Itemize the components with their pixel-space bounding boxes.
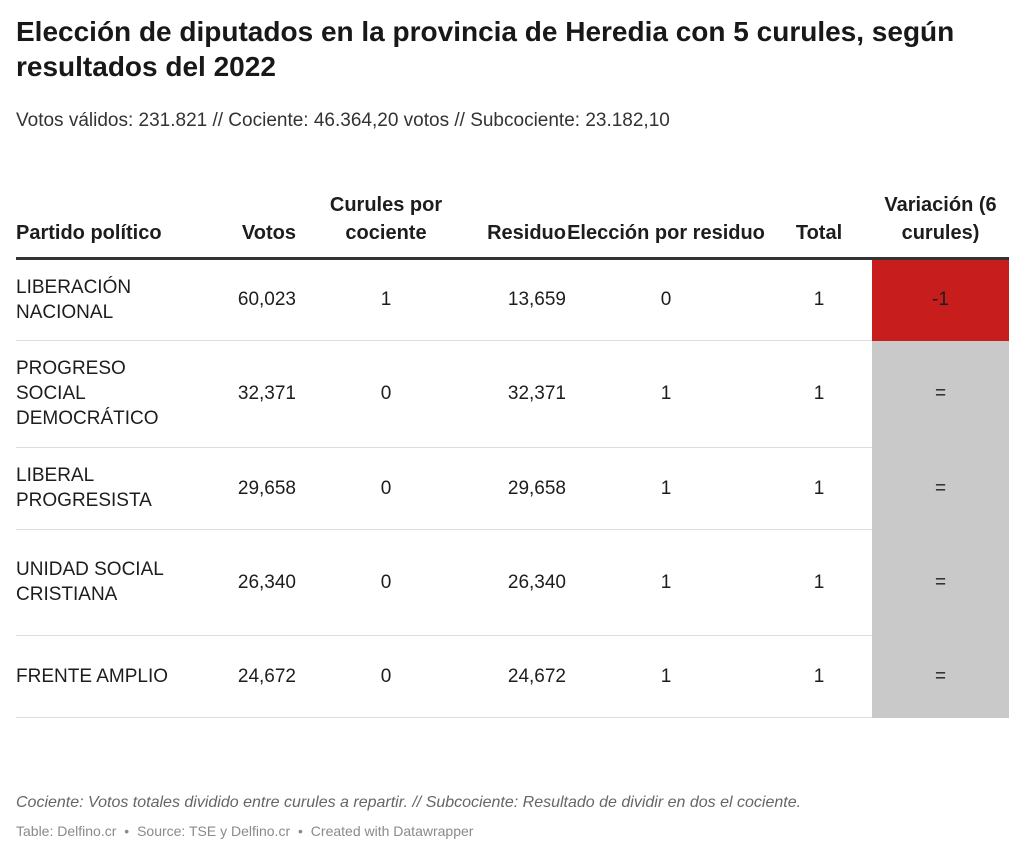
table-header: Partido político Votos Curules por cocie… (16, 172, 1009, 260)
datawrapper-link[interactable]: Created with Datawrapper (310, 823, 474, 839)
footer-separator: • (298, 823, 303, 839)
credit-text: Table: Delfino.cr (16, 823, 117, 839)
table-row: Progreso Social Democrático 32,371 0 32,371… (16, 340, 1009, 448)
cell-seats-quotient: 0 (296, 635, 476, 718)
chart-title: Elección de diputados en la provincia de… (16, 16, 955, 82)
cell-party: Liberal Progresista (16, 447, 186, 530)
cell-total: 1 (766, 529, 872, 636)
table-row: Liberación Nacional 60,023 1 13,659 0 1 -1 (16, 258, 1009, 341)
table-row: Frente Amplio 24,672 0 24,672 1 1 = (16, 635, 1009, 718)
column-header-variation[interactable]: Variación (6 curules) (872, 172, 1009, 260)
cell-seats-quotient: 1 (296, 258, 476, 341)
cell-seats-residue: 0 (566, 258, 766, 341)
cell-residue: 29,658 (476, 447, 566, 530)
cell-residue: 32,371 (476, 340, 566, 448)
table-footer: Table: Delfino.cr • Source: TSE y Delfin… (16, 821, 473, 841)
cell-residue: 24,672 (476, 635, 566, 718)
cell-seats-residue: 1 (566, 447, 766, 530)
cell-votes: 32,371 (186, 340, 296, 448)
cell-seats-residue: 1 (566, 340, 766, 448)
table-body: Liberación Nacional 60,023 1 13,659 0 1 -1 Prog… (16, 258, 1009, 718)
cell-seats-quotient: 0 (296, 529, 476, 636)
cell-total: 1 (766, 635, 872, 718)
cell-seats-residue: 1 (566, 635, 766, 718)
cell-total: 1 (766, 258, 872, 341)
cell-votes: 60,023 (186, 258, 296, 341)
cell-votes: 26,340 (186, 529, 296, 636)
cell-total: 1 (766, 447, 872, 530)
cell-variation: = (872, 635, 1009, 718)
cell-votes: 24,672 (186, 635, 296, 718)
table-row: Liberal Progresista 29,658 0 29,658 1 1 = (16, 447, 1009, 530)
cell-residue: 26,340 (476, 529, 566, 636)
source-text: Source: TSE y Delfino.cr (137, 823, 291, 839)
cell-seats-quotient: 0 (296, 340, 476, 448)
cell-variation: = (872, 447, 1009, 530)
cell-party: Progreso Social Democrático (16, 340, 186, 448)
column-header-seats-quotient[interactable]: Curules por cociente (296, 172, 476, 260)
cell-variation: = (872, 529, 1009, 636)
cell-total: 1 (766, 340, 872, 448)
column-header-total[interactable]: Total (766, 172, 872, 260)
cell-variation: = (872, 340, 1009, 448)
cell-party: Frente Amplio (16, 635, 186, 718)
cell-party: Liberación Nacional (16, 258, 186, 341)
cell-votes: 29,658 (186, 447, 296, 530)
column-header-party[interactable]: Partido político (16, 172, 186, 260)
header-row: Partido político Votos Curules por cocie… (16, 172, 1009, 260)
table-notes: Cociente: Votos totales dividido entre c… (16, 794, 802, 811)
column-header-seats-residue[interactable]: Elección por residuo (566, 172, 766, 260)
cell-party: Unidad Social Cristiana (16, 529, 186, 636)
cell-seats-residue: 1 (566, 529, 766, 636)
results-table: Partido político Votos Curules por cocie… (16, 172, 1009, 718)
cell-residue: 13,659 (476, 258, 566, 341)
column-header-residue[interactable]: Residuo (476, 172, 566, 260)
table-row: Unidad Social Cristiana 26,340 0 26,340 1 1 = (16, 529, 1009, 636)
column-header-votes[interactable]: Votos (186, 172, 296, 260)
chart-subtitle: Votos válidos: 231.821 // Cociente: 46.3… (16, 110, 670, 131)
footer-separator: • (124, 823, 130, 839)
cell-variation: -1 (872, 258, 1009, 341)
cell-seats-quotient: 0 (296, 447, 476, 530)
